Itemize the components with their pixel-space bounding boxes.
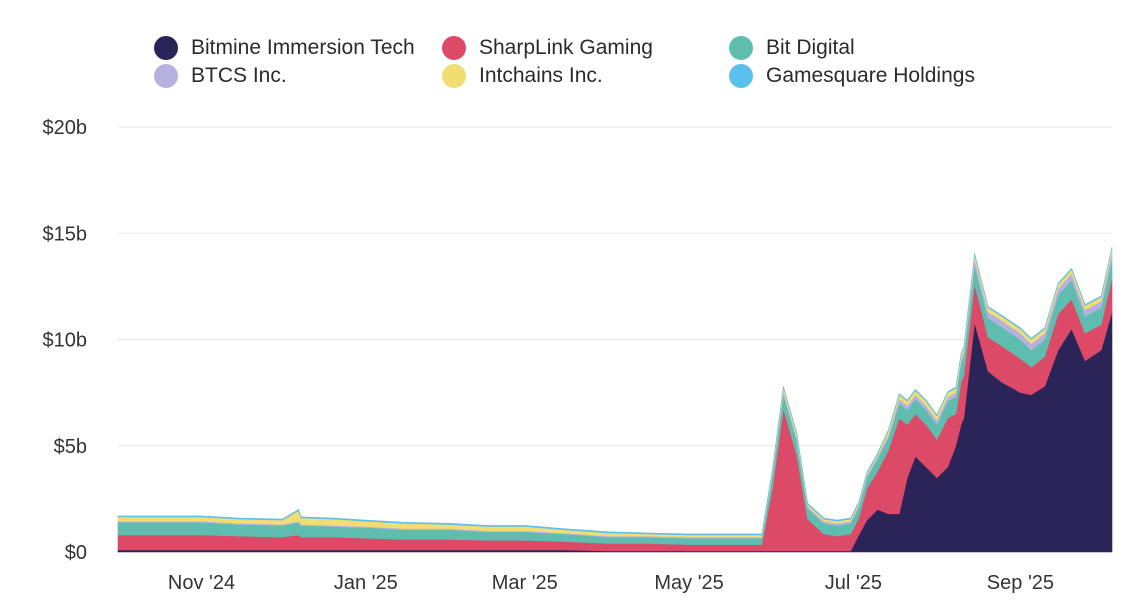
x-tick-label: Jul '25 (825, 572, 882, 594)
legend-label: Bitmine Immersion Tech (191, 36, 415, 59)
legend-label: Bit Digital (766, 36, 855, 59)
area-series-bitmine-immersion-tech (117, 311, 1113, 553)
x-axis: Nov '24 Jan '25 Mar '25 May '25 Jul '25 Sep '… (168, 572, 1054, 594)
legend-item: Bitmine Immersion Tech (154, 36, 415, 60)
legend-swatch (442, 64, 466, 88)
legend-swatch (442, 36, 466, 60)
y-tick-label: $15b (43, 223, 88, 245)
x-tick-label: May '25 (654, 572, 723, 594)
x-tick-label: Jan '25 (334, 572, 398, 594)
legend-label: SharpLink Gaming (479, 36, 653, 59)
legend-swatch (154, 36, 178, 60)
legend-swatch (729, 36, 753, 60)
areas (117, 246, 1113, 553)
y-tick-label: $0 (65, 542, 87, 564)
legend-label: Intchains Inc. (479, 64, 603, 87)
legend-item: Gamesquare Holdings (729, 64, 975, 88)
legend-swatch (729, 64, 753, 88)
legend-item: SharpLink Gaming (442, 36, 653, 60)
y-tick-label: $10b (43, 330, 88, 352)
y-axis: $0 $5b $10b $15b $20b (43, 117, 88, 564)
x-tick-label: Nov '24 (168, 572, 235, 594)
y-tick-label: $5b (54, 436, 87, 458)
y-tick-label: $20b (43, 117, 88, 139)
legend-item: Intchains Inc. (442, 64, 603, 88)
legend-item: BTCS Inc. (154, 64, 287, 88)
legend-swatch (154, 64, 178, 88)
x-tick-label: Sep '25 (987, 572, 1054, 594)
legend-item: Bit Digital (729, 36, 855, 60)
legend-label: BTCS Inc. (191, 64, 287, 87)
area-series-gamesquare-holdings (117, 246, 1113, 536)
legend-label: Gamesquare Holdings (766, 64, 975, 87)
x-tick-label: Mar '25 (492, 572, 558, 594)
